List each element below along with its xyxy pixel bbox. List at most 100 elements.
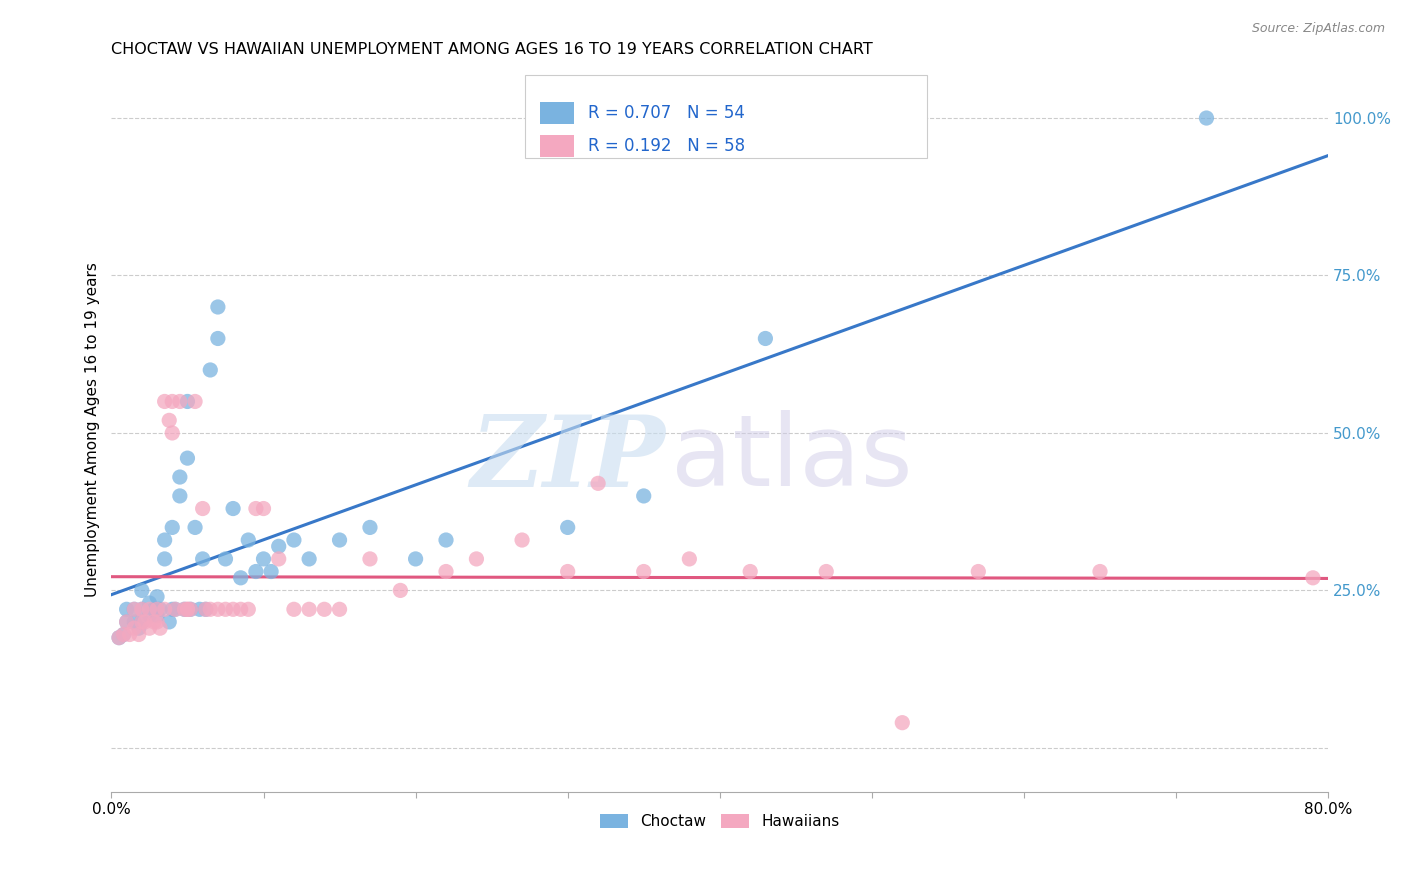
Point (149, 621, 172, 635)
FancyBboxPatch shape (540, 135, 574, 157)
Point (222, 501, 245, 516)
Point (134, 615, 156, 629)
Point (184, 394, 207, 409)
Point (112, 627, 135, 641)
Point (510, 533, 533, 547)
Point (229, 602, 252, 616)
Point (131, 615, 153, 629)
Point (131, 615, 153, 629)
Point (138, 602, 160, 616)
Point (283, 602, 305, 616)
FancyBboxPatch shape (540, 102, 574, 124)
Point (194, 602, 217, 616)
Point (138, 621, 160, 635)
Legend: Choctaw, Hawaiians: Choctaw, Hawaiians (595, 808, 845, 835)
Point (169, 470, 191, 484)
Point (557, 520, 579, 534)
Point (238, 533, 260, 547)
Point (131, 583, 153, 598)
Point (131, 602, 153, 616)
Point (143, 615, 166, 629)
Point (176, 394, 198, 409)
Point (157, 413, 180, 427)
Point (434, 565, 457, 579)
Point (153, 602, 176, 616)
Point (298, 552, 321, 566)
Point (176, 602, 198, 616)
Point (267, 539, 290, 553)
Point (118, 627, 141, 641)
Point (238, 602, 260, 616)
Point (179, 602, 201, 616)
Point (143, 602, 166, 616)
Point (162, 602, 184, 616)
Point (108, 631, 131, 645)
Point (328, 602, 350, 616)
Point (122, 602, 145, 616)
Point (188, 602, 211, 616)
Point (179, 602, 201, 616)
Point (173, 602, 195, 616)
Point (328, 533, 350, 547)
Point (115, 615, 138, 629)
Point (191, 552, 214, 566)
Point (169, 394, 191, 409)
Point (229, 571, 252, 585)
Point (434, 533, 457, 547)
Point (359, 552, 381, 566)
Point (314, 602, 336, 616)
Text: atlas: atlas (671, 410, 912, 508)
Point (359, 520, 381, 534)
Point (740, 565, 762, 579)
Point (115, 602, 138, 616)
Point (967, 565, 990, 579)
Point (122, 615, 145, 629)
Point (267, 552, 290, 566)
Point (146, 608, 169, 623)
Point (245, 501, 267, 516)
Point (173, 602, 195, 616)
Point (138, 608, 160, 623)
Point (207, 602, 229, 616)
Point (146, 602, 169, 616)
Point (1195, 111, 1218, 125)
Point (298, 602, 321, 616)
Point (169, 489, 191, 503)
Point (200, 363, 222, 377)
Point (162, 425, 184, 440)
Point (207, 331, 229, 345)
Point (633, 565, 655, 579)
Point (153, 533, 176, 547)
Point (184, 520, 207, 534)
Point (283, 533, 305, 547)
Point (146, 602, 169, 616)
Point (176, 602, 198, 616)
Point (122, 602, 145, 616)
Point (252, 552, 274, 566)
Point (191, 501, 214, 516)
Point (176, 451, 198, 466)
Point (146, 615, 169, 629)
Point (122, 621, 145, 635)
Point (678, 552, 700, 566)
Point (389, 583, 412, 598)
Text: ZIP: ZIP (470, 410, 665, 507)
Point (252, 501, 274, 516)
Point (754, 331, 776, 345)
Point (165, 602, 187, 616)
Y-axis label: Unemployment Among Ages 16 to 19 years: Unemployment Among Ages 16 to 19 years (86, 262, 100, 598)
Point (157, 615, 180, 629)
Point (207, 300, 229, 314)
Point (131, 602, 153, 616)
Point (245, 565, 267, 579)
Point (138, 596, 160, 610)
Point (128, 621, 150, 635)
Point (146, 590, 169, 604)
Text: R = 0.192   N = 58: R = 0.192 N = 58 (588, 137, 745, 155)
Point (162, 394, 184, 409)
FancyBboxPatch shape (524, 75, 927, 158)
Point (557, 565, 579, 579)
Point (260, 565, 283, 579)
Point (465, 552, 488, 566)
Point (891, 715, 914, 730)
